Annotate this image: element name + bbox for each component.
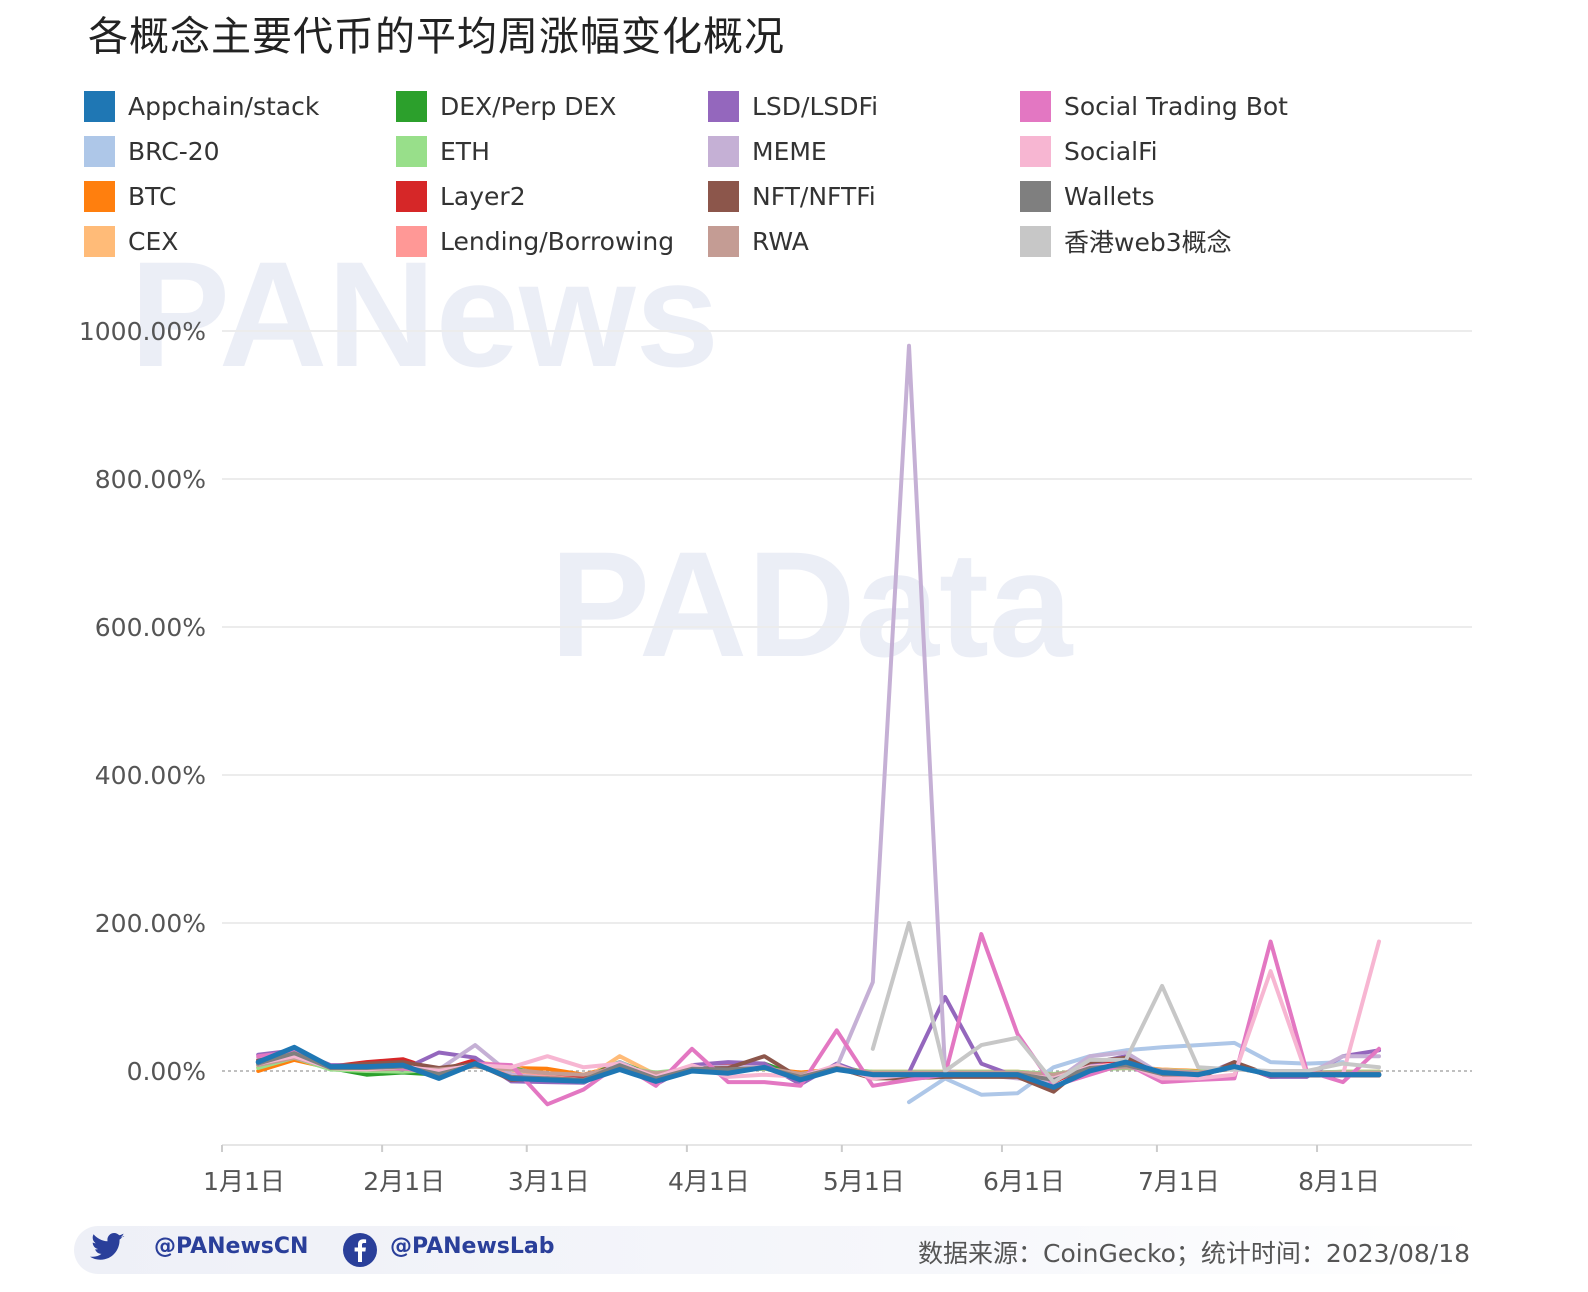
legend-label: 香港web3概念 [1064,228,1232,257]
x-tick-label: 4月1日 [668,1167,750,1196]
legend-label: Lending/Borrowing [440,226,675,256]
legend-swatch [708,135,739,167]
legend-label: BTC [128,181,177,211]
legend-swatch [84,225,115,257]
footer-bar [74,1226,1480,1274]
legend-swatch [708,180,739,212]
y-tick-label: 200.00% [95,909,206,938]
legend-label: ETH [440,136,490,166]
legend-label: CEX [128,226,179,256]
watermark-padata: PAData [550,520,1074,688]
legend-swatch [1020,225,1051,257]
legend-swatch [84,180,115,212]
legend-item[interactable]: MEME [708,133,827,169]
legend: Appchain/stack BRC-20 BTC CEX DEX/Perp DEX ET… [84,88,1384,268]
watermark-panews: PANews [130,230,719,398]
data-source-note: 数据来源：CoinGecko；统计时间：2023/08/18 [917,1239,1470,1268]
chart-title: 各概念主要代币的平均周涨幅变化概况 [88,14,785,60]
legend-swatch [396,225,427,257]
legend-item[interactable]: LSD/LSDFi [708,88,878,124]
twitter-handle[interactable]: @PANewsCN [154,1234,309,1259]
legend-label: BRC-20 [128,136,220,166]
legend-item[interactable]: NFT/NFTFi [708,178,876,214]
line-chart: PANews PAData 0.00% 200.00% 400.00% 600.00%… [79,230,1472,1196]
legend-label: SocialFi [1064,136,1158,166]
series-line [255,1044,1382,1090]
legend-item[interactable]: ETH [396,133,490,169]
legend-label: LSD/LSDFi [752,91,879,121]
x-tick-label: 7月1日 [1138,1167,1220,1196]
legend-swatch [396,90,427,122]
legend-item[interactable]: RWA [708,223,809,259]
y-tick-label: 0.00% [127,1057,206,1086]
watermark-text: PAData [550,520,1074,688]
x-tick-label: 1月1日 [203,1167,285,1196]
series-lines [255,343,1382,1107]
legend-swatch [1020,180,1051,212]
y-tick-label: 600.00% [95,613,206,642]
legend-label: Social Trading Bot [1064,91,1288,121]
x-tick-label: 6月1日 [983,1167,1065,1196]
legend-swatch [84,135,115,167]
legend-label: MEME [752,136,827,166]
watermark-text: PANews [130,230,719,398]
legend-label: RWA [752,226,809,256]
twitter-icon[interactable] [90,1232,126,1264]
gridlines [222,330,1472,1146]
legend-swatch [84,90,115,122]
x-tick-label: 3月1日 [508,1167,590,1196]
legend-swatch [1020,90,1051,122]
legend-label: DEX/Perp DEX [440,91,617,121]
legend-item[interactable]: Social Trading Bot [1020,88,1288,124]
y-tick-label: 400.00% [95,761,206,790]
series-line [907,1040,1345,1105]
legend-swatch [708,225,739,257]
legend-swatch [396,135,427,167]
legend-label: Layer2 [440,181,526,211]
y-axis-tick-labels: 0.00% 200.00% 400.00% 600.00% 800.00% 1000.00… [79,317,206,1086]
legend-item[interactable]: CEX [84,223,178,259]
legend-item[interactable]: BRC-20 [84,133,220,169]
legend-item[interactable]: Lending/Borrowing [396,223,674,259]
facebook-icon[interactable] [342,1232,378,1268]
legend-swatch [1020,135,1051,167]
legend-item[interactable]: SocialFi [1020,133,1158,169]
legend-swatch [708,90,739,122]
x-axis-tick-labels: 1月1日 2月1日 3月1日 4月1日 5月1日 6月1日 7月1日 8月1日 [203,1145,1380,1196]
x-tick-label: 8月1日 [1298,1167,1380,1196]
legend-item[interactable]: BTC [84,178,176,214]
facebook-handle[interactable]: @PANewsLab [390,1234,555,1259]
legend-swatch [396,180,427,212]
series-line [256,343,1381,1085]
legend-item[interactable]: Appchain/stack [84,88,319,124]
legend-item[interactable]: Layer2 [396,178,526,214]
legend-item[interactable]: Wallets [1020,178,1155,214]
legend-label: Appchain/stack [128,91,320,121]
y-tick-label: 1000.00% [79,317,206,346]
legend-item[interactable]: 香港web3概念 [1020,223,1232,259]
y-tick-label: 800.00% [95,465,206,494]
x-tick-label: 5月1日 [823,1167,905,1196]
x-tick-label: 2月1日 [363,1167,445,1196]
legend-label: Wallets [1064,181,1155,211]
legend-label: NFT/NFTFi [752,181,876,211]
legend-item[interactable]: DEX/Perp DEX [396,88,616,124]
